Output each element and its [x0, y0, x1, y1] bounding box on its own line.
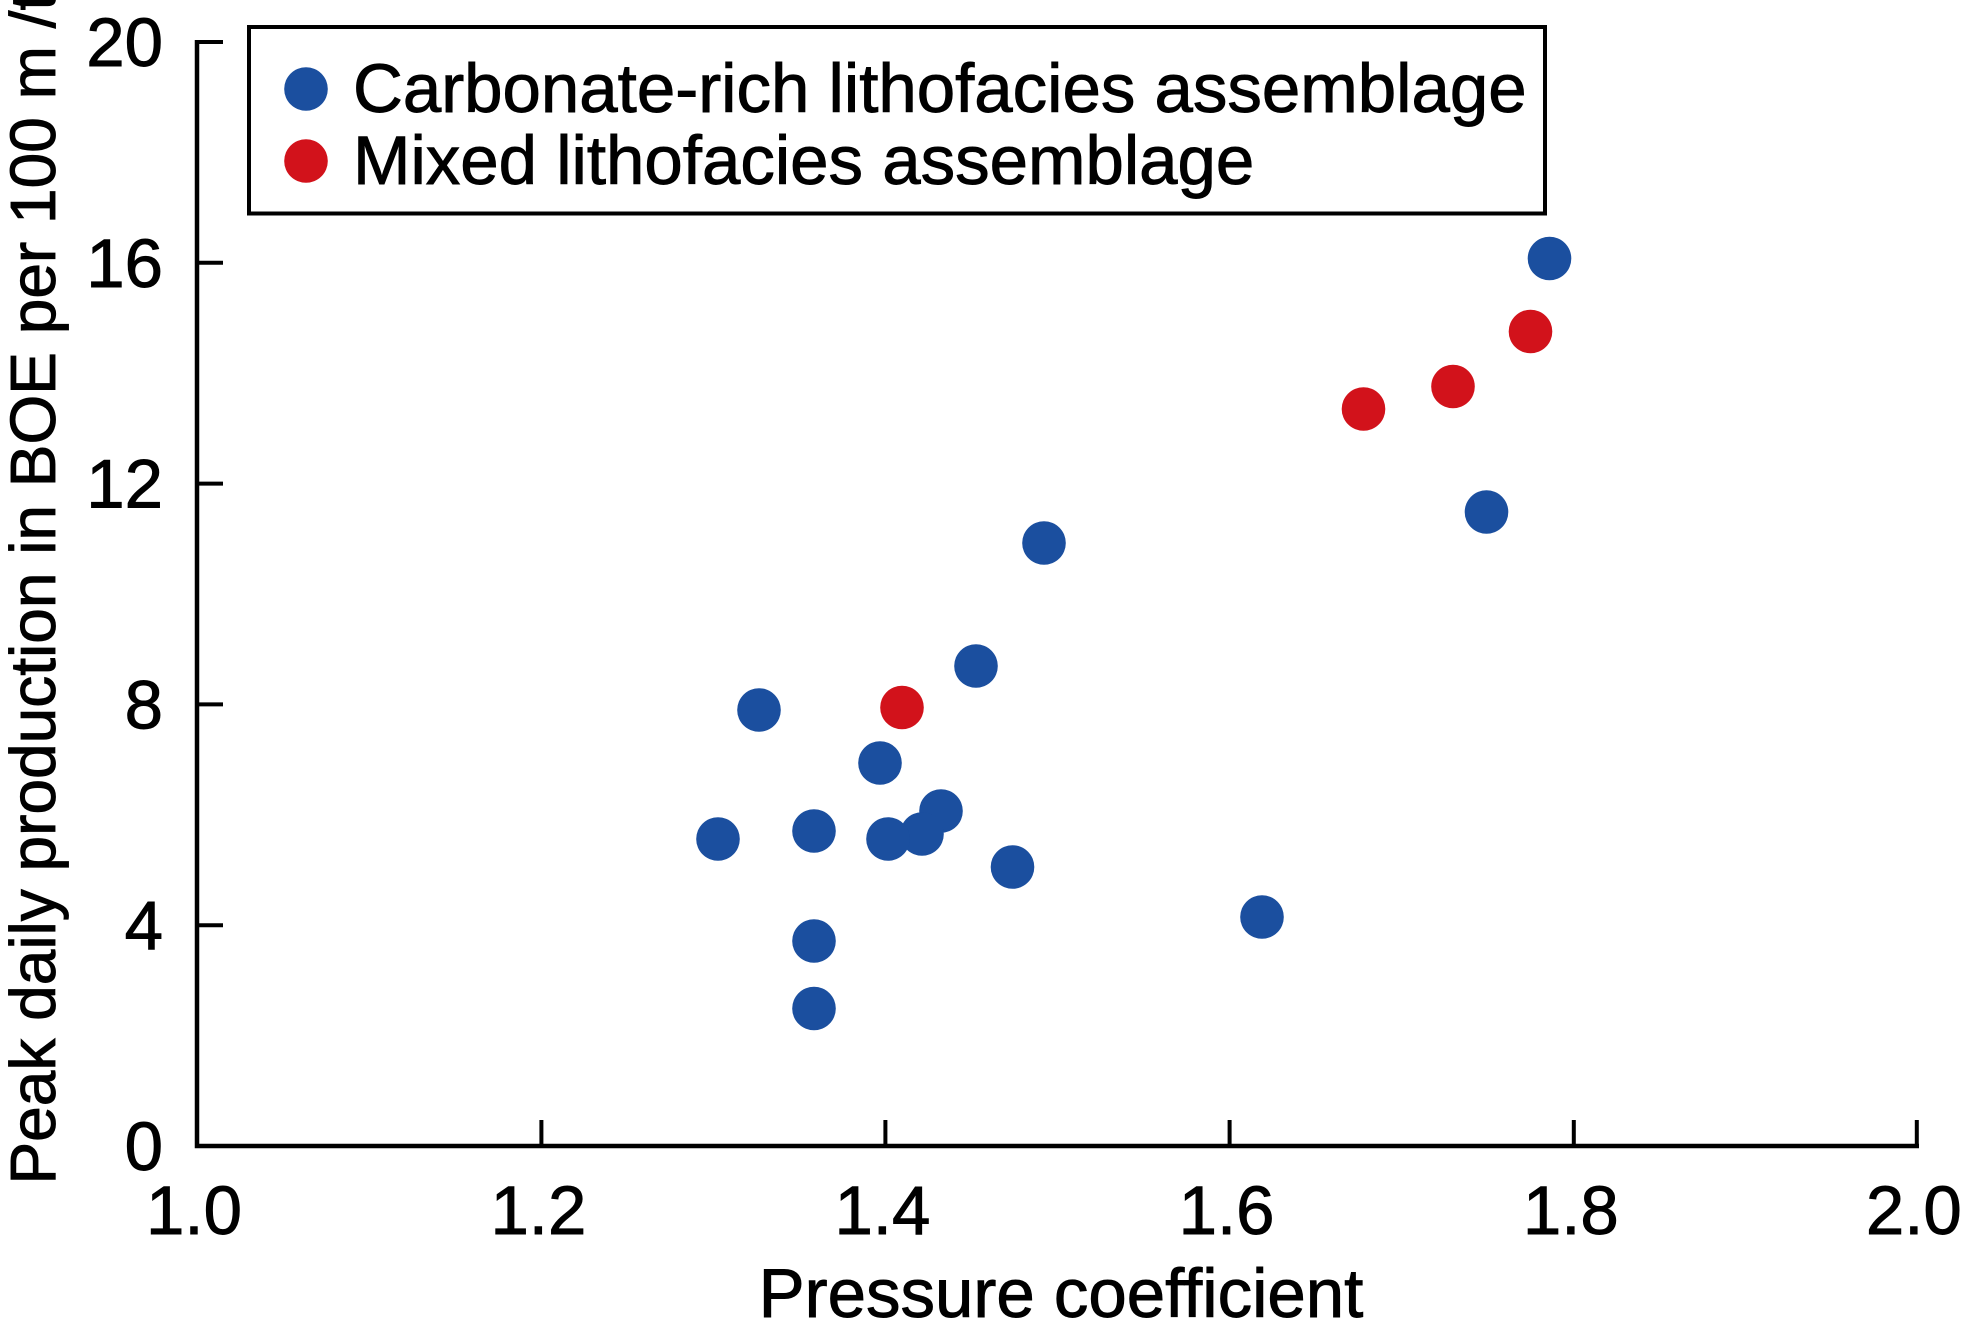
- svg-text:Peak daily production in BOE p: Peak daily production in BOE per 100 m /…: [0, 0, 69, 1185]
- svg-text:Carbonate-rich lithofacies ass: Carbonate-rich lithofacies assemblage: [353, 50, 1527, 127]
- svg-text:20: 20: [86, 4, 163, 81]
- svg-text:4: 4: [125, 887, 163, 964]
- svg-text:1.8: 1.8: [1523, 1172, 1619, 1249]
- svg-text:8: 8: [125, 666, 163, 743]
- svg-text:12: 12: [86, 446, 163, 523]
- svg-text:1.4: 1.4: [834, 1172, 930, 1249]
- svg-text:0: 0: [125, 1108, 163, 1185]
- svg-text:1.0: 1.0: [146, 1172, 242, 1249]
- svg-text:1.6: 1.6: [1179, 1172, 1275, 1249]
- svg-text:2.0: 2.0: [1866, 1172, 1961, 1249]
- svg-text:Pressure coefficient: Pressure coefficient: [759, 1255, 1364, 1332]
- svg-text:1.2: 1.2: [490, 1172, 586, 1249]
- svg-text:Mixed lithofacies assemblage: Mixed lithofacies assemblage: [353, 122, 1254, 199]
- svg-text:16: 16: [86, 225, 163, 302]
